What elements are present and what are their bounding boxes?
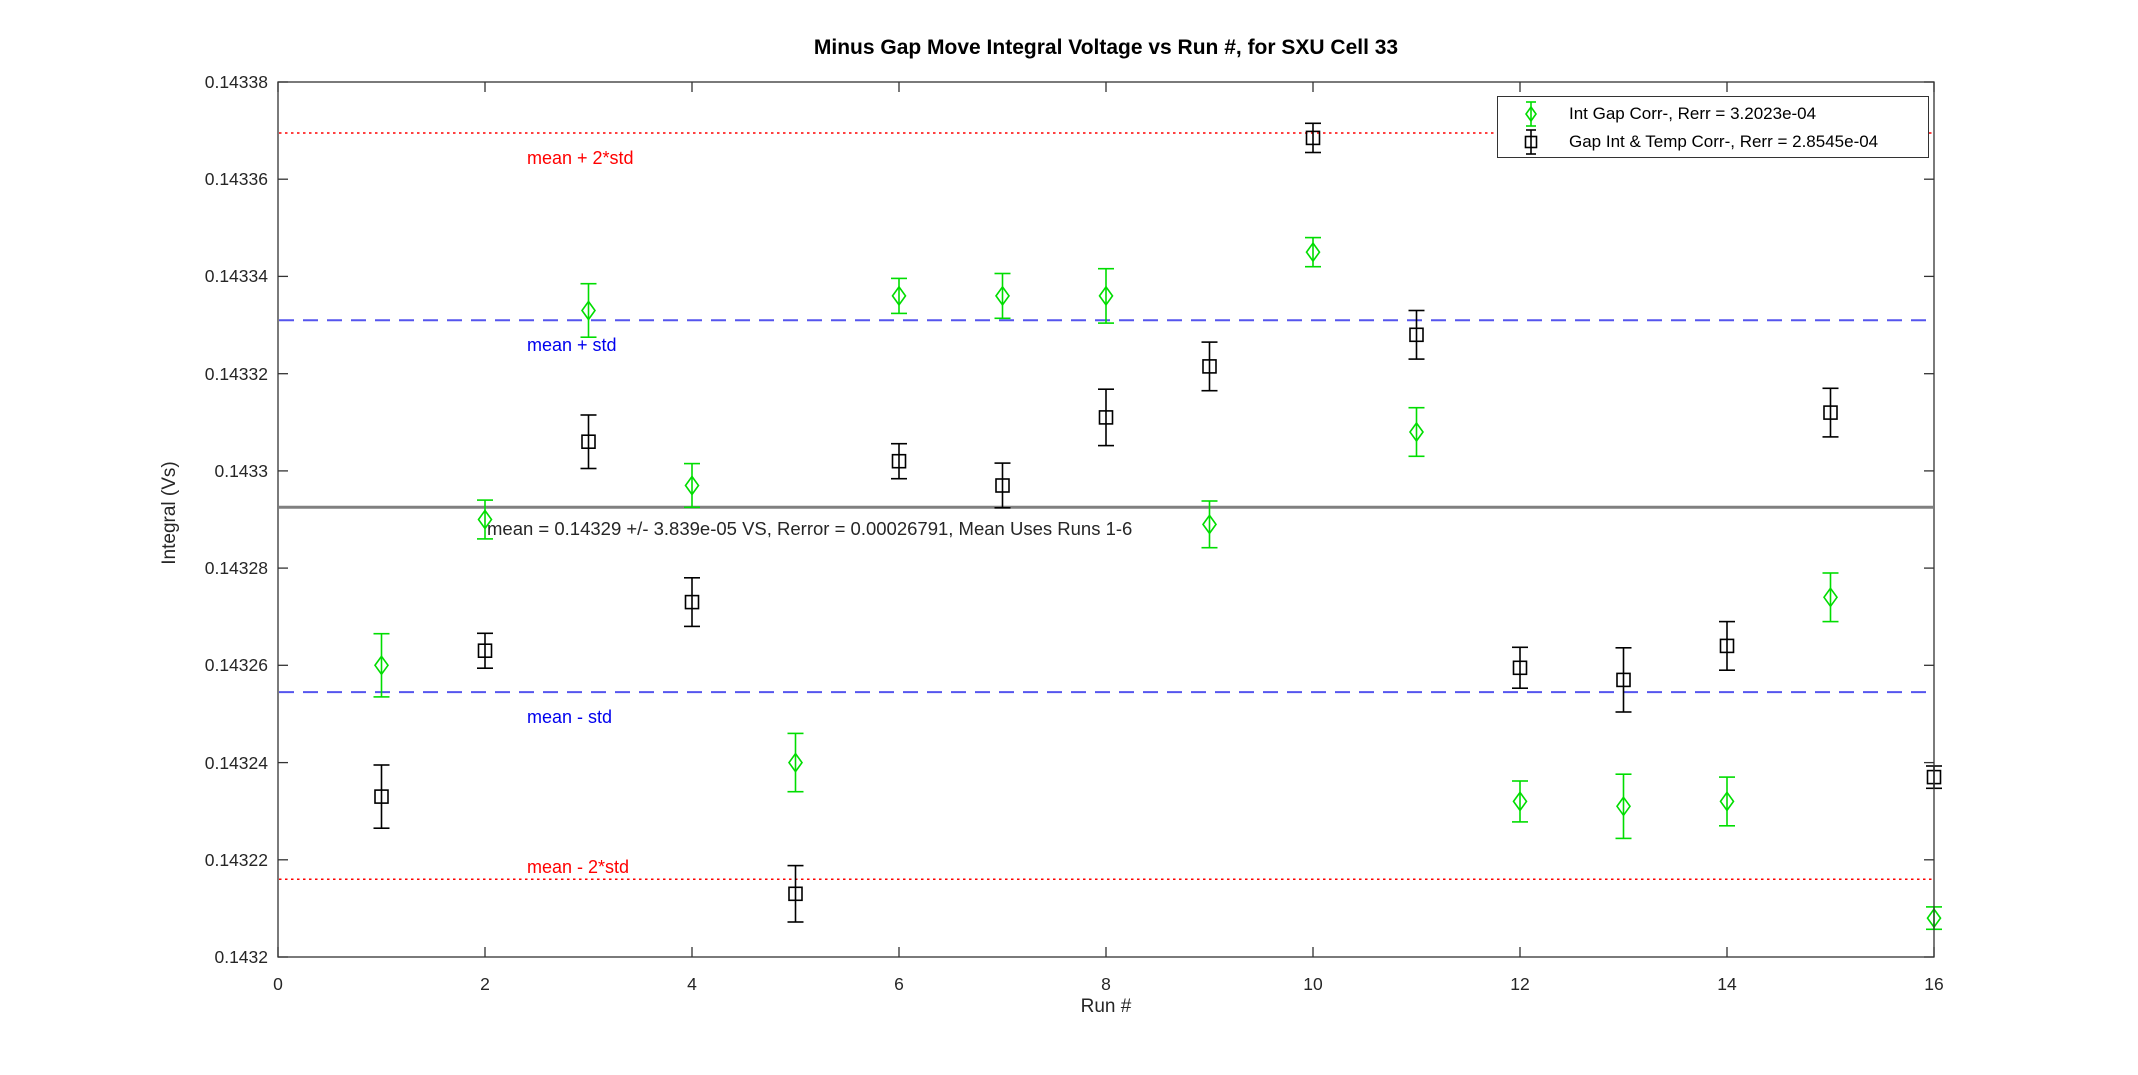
data-marker-diamond: [477, 509, 493, 530]
legend: Int Gap Corr-, Rerr = 3.2023e-04 Gap Int …: [1497, 96, 1929, 158]
data-marker-square: [1305, 130, 1321, 146]
y-tick-label: 0.14332: [205, 364, 268, 384]
x-tick-label: 6: [894, 974, 904, 994]
data-marker-square: [684, 594, 700, 610]
legend-marker-icon: [1524, 129, 1538, 155]
data-marker-square: [1098, 410, 1114, 425]
reference-line-label: mean - std: [527, 707, 612, 727]
data-marker-diamond: [1719, 791, 1735, 812]
y-tick-label: 0.1433: [214, 461, 268, 481]
data-marker-diamond: [1616, 795, 1631, 817]
x-tick-label: 2: [480, 974, 490, 994]
x-tick-label: 12: [1510, 974, 1529, 994]
y-tick-label: 0.1432: [214, 947, 268, 967]
data-marker-diamond: [1409, 421, 1424, 443]
legend-entry-label: Int Gap Corr-, Rerr = 3.2023e-04: [1569, 104, 1817, 123]
data-marker-diamond: [788, 752, 803, 773]
x-axis-label: Run #: [1080, 996, 1132, 1017]
data-marker-square: [1409, 327, 1424, 343]
legend-entry-label: Gap Int & Temp Corr-, Rerr = 2.8545e-04: [1569, 132, 1879, 151]
data-marker-square: [1616, 672, 1631, 688]
data-marker-square: [995, 478, 1010, 493]
data-marker-diamond: [581, 300, 596, 321]
y-tick-label: 0.14322: [205, 850, 268, 870]
y-tick-label: 0.14324: [205, 753, 269, 773]
x-tick-label: 4: [687, 974, 697, 994]
x-tick-label: 16: [1924, 974, 1943, 994]
data-marker-square: [477, 643, 493, 659]
y-tick-label: 0.14338: [205, 72, 268, 92]
legend-entry: Gap Int & Temp Corr-, Rerr = 2.8545e-04: [1498, 128, 1928, 156]
data-marker-square: [788, 886, 803, 902]
series: [373, 236, 1942, 931]
reference-line-label: mean - 2*std: [527, 857, 629, 877]
chart-title: Minus Gap Move Integral Voltage vs Run #…: [813, 36, 1399, 59]
data-marker-diamond: [1305, 241, 1321, 263]
data-marker-diamond: [1823, 586, 1838, 608]
data-marker-square: [1512, 660, 1528, 676]
mean-annotation: mean = 0.14329 +/- 3.839e-05 VS, Rerror …: [487, 518, 1132, 539]
reference-line-label: mean + std: [527, 335, 617, 355]
x-tick-label: 10: [1303, 974, 1323, 994]
y-tick-label: 0.14336: [205, 169, 268, 189]
series: [373, 122, 1942, 923]
data-marker-diamond: [684, 475, 700, 496]
data-marker-square: [891, 453, 907, 469]
y-tick-label: 0.14328: [205, 558, 268, 578]
x-tick-label: 0: [273, 974, 283, 994]
data-marker-diamond: [1202, 514, 1217, 535]
data-marker-diamond: [995, 285, 1010, 307]
legend-marker-icon: [1525, 101, 1537, 127]
data-marker-diamond: [891, 285, 907, 307]
data-marker-square: [1202, 359, 1217, 374]
x-tick-label: 14: [1717, 974, 1737, 994]
data-marker-square: [581, 434, 596, 450]
data-marker-diamond: [1512, 791, 1528, 812]
data-marker-diamond: [1098, 285, 1114, 307]
y-tick-label: 0.14334: [205, 266, 269, 286]
data-marker-square: [374, 789, 389, 804]
legend-entry: Int Gap Corr-, Rerr = 3.2023e-04: [1498, 100, 1928, 128]
reference-line-label: mean + 2*std: [527, 148, 634, 168]
data-marker-square: [1823, 405, 1838, 420]
x-tick-label: 8: [1101, 974, 1111, 994]
data-marker-diamond: [374, 654, 389, 676]
data-marker-square: [1719, 638, 1735, 654]
y-tick-label: 0.14326: [205, 655, 268, 675]
